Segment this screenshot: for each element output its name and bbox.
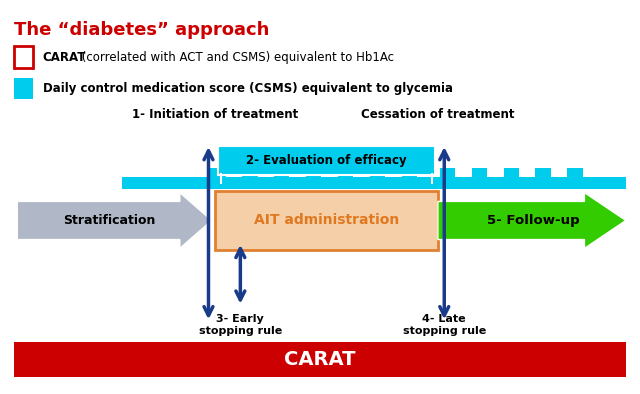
FancyArrow shape	[17, 193, 212, 248]
Text: CARAT: CARAT	[43, 51, 86, 64]
Text: 4- Late
stopping rule: 4- Late stopping rule	[403, 314, 486, 336]
Text: Daily control medication score (CSMS) equivalent to glycemia: Daily control medication score (CSMS) eq…	[43, 82, 453, 95]
FancyBboxPatch shape	[218, 146, 435, 175]
Text: CARAT: CARAT	[284, 350, 356, 369]
Bar	[440, 168, 455, 177]
Bar	[14, 342, 626, 377]
Bar	[306, 168, 321, 177]
Text: Stratification: Stratification	[63, 214, 156, 227]
Bar	[472, 168, 487, 177]
Text: (correlated with ACT and CSMS) equivalent to Hb1Ac: (correlated with ACT and CSMS) equivalen…	[78, 51, 394, 64]
FancyArrow shape	[438, 193, 626, 248]
Text: AIT administration: AIT administration	[253, 214, 399, 227]
Bar	[211, 168, 226, 177]
Text: Cessation of treatment: Cessation of treatment	[361, 108, 515, 121]
Bar	[536, 168, 550, 177]
Bar	[14, 46, 33, 68]
Bar	[401, 168, 417, 177]
Bar	[274, 168, 289, 177]
Bar	[14, 78, 33, 99]
Text: 1- Initiation of treatment: 1- Initiation of treatment	[132, 108, 298, 121]
Text: 3- Early
stopping rule: 3- Early stopping rule	[199, 314, 282, 336]
Text: 2- Evaluation of efficacy: 2- Evaluation of efficacy	[246, 154, 406, 167]
Bar	[504, 168, 519, 177]
Bar	[243, 168, 257, 177]
Text: 5- Follow-up: 5- Follow-up	[487, 214, 580, 227]
Bar	[122, 177, 626, 189]
Bar	[370, 168, 385, 177]
Bar	[338, 168, 353, 177]
Text: The “diabetes” approach: The “diabetes” approach	[14, 21, 269, 39]
Bar	[567, 168, 582, 177]
Bar	[215, 191, 438, 250]
